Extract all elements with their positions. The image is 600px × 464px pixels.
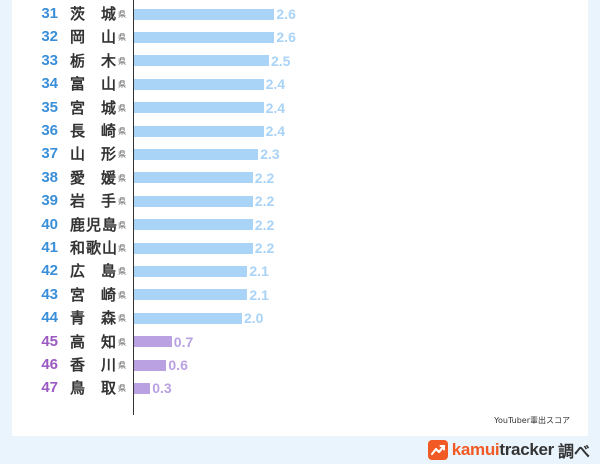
score-note: YouTuber輩出スコア [494, 416, 570, 425]
rank-label: 39 [41, 192, 58, 210]
value-label: 2.5 [271, 52, 291, 69]
value-label: 2.2 [254, 240, 275, 256]
bar [134, 242, 253, 254]
bar [134, 382, 151, 394]
rank-label: 34 [41, 75, 58, 93]
prefecture-label: 宮城 [70, 98, 116, 117]
prefecture-label: 広島 [70, 262, 116, 281]
bar [134, 55, 269, 67]
bar [134, 359, 167, 371]
bar [134, 172, 253, 184]
prefecture-suffix: 県 [118, 361, 126, 370]
rank-label: 40 [41, 215, 58, 233]
rank-label: 42 [41, 262, 58, 280]
bar [134, 336, 172, 348]
prefecture-suffix: 県 [118, 267, 126, 277]
value-label: 2.2 [254, 216, 275, 233]
prefecture-suffix: 県 [118, 220, 126, 230]
bar [134, 78, 264, 90]
rank-label: 33 [41, 51, 58, 69]
rank-label: 41 [41, 239, 58, 256]
prefecture-suffix: 県 [118, 337, 126, 347]
value-label: 2.6 [276, 29, 296, 46]
logo-word-rest: tracker [499, 440, 554, 459]
rank-label: 45 [41, 332, 58, 350]
logo-tail-text: 調べ [557, 442, 590, 461]
bar [134, 289, 248, 301]
prefecture-label: 青森 [70, 309, 116, 328]
bar [134, 219, 253, 231]
prefecture-label: 山形 [70, 145, 116, 164]
prefecture-label: 岡山 [70, 28, 116, 47]
kamuitracker-logo: kamuitracker 調べ [427, 438, 590, 462]
prefecture-suffix: 県 [118, 244, 126, 253]
rank-label: 38 [41, 168, 58, 186]
rank-label: 43 [41, 285, 58, 303]
prefecture-suffix: 県 [118, 103, 126, 113]
prefecture-suffix: 県 [118, 150, 126, 160]
rank-label: 32 [41, 28, 58, 46]
prefecture-label: 鹿児島 [70, 215, 117, 234]
prefecture-suffix: 県 [118, 197, 126, 207]
prefecture-label: 岩手 [70, 192, 116, 211]
prefecture-label: 愛媛 [70, 168, 116, 187]
logo-wordmark: kamuitracker [451, 440, 555, 460]
bar [134, 125, 264, 137]
prefecture-suffix: 県 [118, 56, 126, 66]
prefecture-label: 高知 [70, 332, 116, 351]
value-label: 2.2 [254, 169, 275, 186]
prefecture-label: 鳥取 [70, 379, 116, 398]
rank-label: 36 [41, 122, 58, 139]
prefecture-suffix: 県 [118, 33, 126, 43]
value-label: 2.4 [265, 99, 286, 116]
bar [134, 31, 275, 43]
prefecture-suffix: 県 [118, 127, 126, 136]
prefecture-label: 富山 [70, 75, 116, 94]
value-label: 2.1 [249, 263, 269, 280]
prefecture-label: 宮崎 [70, 285, 116, 304]
rank-label: 44 [41, 309, 58, 327]
trend-chart-icon [427, 440, 448, 460]
value-label: 2.3 [260, 146, 280, 163]
bar [134, 8, 275, 20]
prefecture-suffix: 県 [118, 80, 126, 90]
rank-label: 46 [41, 356, 58, 373]
value-label: 0.3 [152, 380, 172, 397]
value-label: 2.2 [254, 193, 275, 210]
prefecture-suffix: 県 [118, 290, 126, 300]
value-label: 0.6 [168, 357, 188, 373]
value-label: 2.0 [244, 310, 264, 327]
prefecture-label: 栃木 [70, 51, 116, 70]
bar [134, 195, 253, 207]
bar [134, 148, 259, 160]
prefecture-label: 長崎 [70, 122, 116, 140]
rank-label: 35 [41, 98, 58, 116]
y-axis-line [133, 0, 134, 415]
rank-label: 31 [41, 5, 58, 22]
rank-label: 37 [41, 145, 58, 163]
value-label: 2.1 [249, 286, 269, 303]
prefecture-suffix: 県 [118, 314, 126, 324]
value-label: 2.4 [265, 76, 286, 93]
prefecture-suffix: 県 [118, 10, 126, 19]
prefecture-label: 和歌山 [70, 239, 117, 257]
prefecture-suffix: 県 [118, 384, 126, 394]
prefecture-suffix: 県 [118, 173, 126, 183]
value-label: 2.6 [276, 6, 296, 22]
value-label: 0.7 [173, 333, 194, 350]
chart-panel: 31 茨城県 2.6 32 岡山県 2.6 33 栃木県 2.5 34 富山県 2.4 35 宮城県 2.4… [12, 0, 588, 436]
prefecture-label: 茨城 [70, 5, 116, 23]
bar [134, 312, 242, 324]
logo-word-main: kamui [451, 440, 500, 459]
bar [134, 265, 248, 277]
rank-label: 47 [41, 379, 58, 397]
bar [134, 102, 264, 114]
prefecture-label: 香川 [70, 356, 116, 374]
value-label: 2.4 [265, 123, 286, 139]
